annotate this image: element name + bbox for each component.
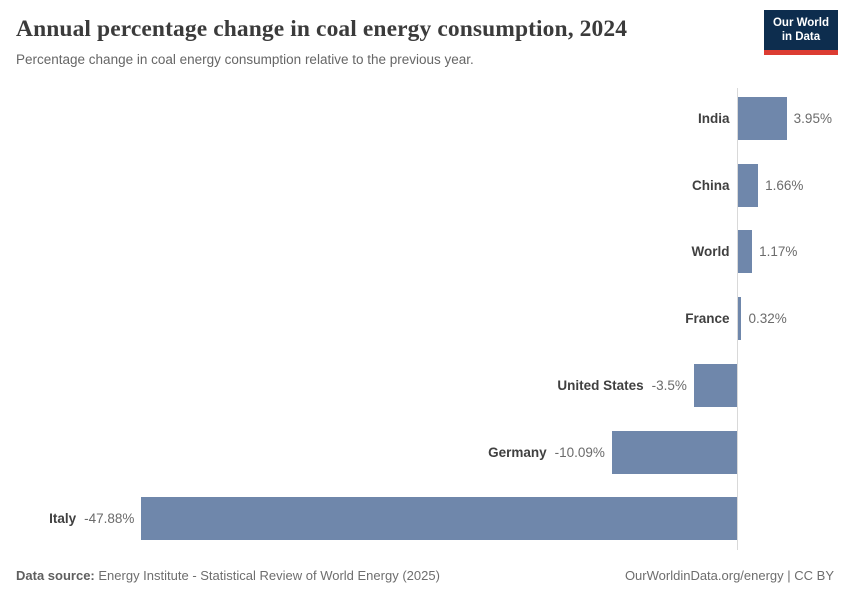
bar-row: United States -3.5% [0, 364, 850, 407]
bar[interactable] [737, 97, 787, 140]
bar[interactable] [737, 297, 742, 340]
bar-row: 1.17% World [0, 230, 850, 273]
category-label: France [685, 311, 730, 326]
data-source-text: Energy Institute - Statistical Review of… [98, 568, 440, 583]
bar-row: 3.95% India [0, 97, 850, 140]
chart-footer: Data source: Energy Institute - Statisti… [16, 568, 834, 583]
owid-logo[interactable]: Our World in Data [763, 10, 838, 55]
bar-row: Germany -10.09% [0, 431, 850, 474]
bar[interactable] [737, 164, 759, 207]
value-label: 3.95% [793, 111, 832, 126]
bar-row: 0.32% France [0, 297, 850, 340]
bar-row: 1.66% China [0, 164, 850, 207]
value-label: 1.17% [759, 244, 798, 259]
owid-logo-line1: Our World [772, 17, 829, 29]
value-label: 1.66% [765, 178, 804, 193]
value-label: -47.88% [84, 511, 135, 526]
value-label: 0.32% [748, 311, 787, 326]
value-label: -3.5% [651, 378, 687, 393]
value-label: -10.09% [554, 445, 605, 460]
bar[interactable] [693, 364, 738, 407]
data-source-label: Data source: [16, 568, 95, 583]
category-label: Italy [49, 511, 77, 526]
credit-link[interactable]: OurWorldinData.org/energy | CC BY [624, 568, 834, 583]
bar[interactable] [141, 497, 738, 540]
category-label: World [691, 244, 730, 259]
data-source: Data source: Energy Institute - Statisti… [16, 568, 440, 583]
chart-title: Annual percentage change in coal energy … [16, 16, 628, 42]
bar[interactable] [737, 230, 753, 273]
category-label: Germany [488, 445, 547, 460]
category-label: India [697, 111, 730, 126]
owid-logo-line2: in Data [781, 31, 821, 44]
bar[interactable] [611, 431, 738, 474]
chart-subtitle: Percentage change in coal energy consump… [16, 52, 474, 67]
category-label: China [691, 178, 730, 193]
bar-row: Italy -47.88% [0, 497, 850, 540]
category-label: United States [557, 378, 644, 393]
